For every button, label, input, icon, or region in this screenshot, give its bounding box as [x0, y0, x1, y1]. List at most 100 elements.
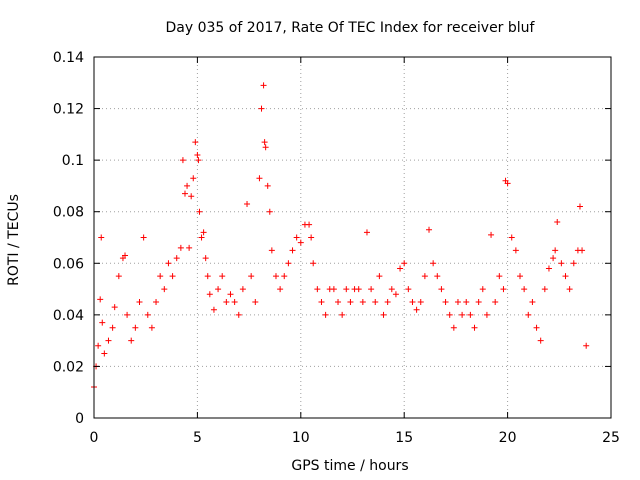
data-point: [545, 265, 552, 272]
data-point: [194, 151, 201, 158]
grid: [94, 57, 611, 418]
data-point: [521, 286, 528, 293]
data-point: [227, 291, 234, 298]
x-axis-ticks: 0 5 10 15 20 25: [90, 57, 620, 446]
data-point: [347, 298, 354, 305]
data-point: [165, 260, 172, 267]
y-tick-label: 0.1: [62, 153, 84, 169]
data-point: [196, 208, 203, 215]
y-axis-label: ROTI / TECUs: [6, 194, 22, 286]
data-point: [496, 273, 503, 280]
data-point: [554, 219, 561, 226]
data-point: [529, 298, 536, 305]
data-point: [417, 298, 424, 305]
x-tick-label: 15: [395, 430, 413, 446]
data-point: [380, 311, 387, 318]
data-point: [128, 337, 135, 344]
data-point: [368, 286, 375, 293]
y-tick-label: 0.06: [53, 256, 84, 272]
data-point: [173, 255, 180, 262]
data-point: [157, 273, 164, 280]
data-point: [122, 252, 129, 259]
data-point: [190, 175, 197, 182]
data-point: [219, 273, 226, 280]
data-point: [471, 324, 478, 331]
data-point: [397, 265, 404, 272]
data-point: [210, 306, 217, 313]
data-point: [363, 229, 370, 236]
data-point: [181, 190, 188, 197]
data-point: [192, 139, 199, 146]
x-tick-label: 5: [193, 430, 202, 446]
data-point: [384, 298, 391, 305]
data-point: [475, 298, 482, 305]
data-point: [430, 260, 437, 267]
data-point: [115, 273, 122, 280]
data-point: [132, 324, 139, 331]
data-point: [184, 182, 191, 189]
data-point: [442, 298, 449, 305]
data-point: [533, 324, 540, 331]
data-point: [413, 306, 420, 313]
data-point: [235, 311, 242, 318]
data-point: [198, 234, 205, 241]
data-point: [308, 234, 315, 241]
data-point: [508, 234, 515, 241]
data-point: [188, 193, 195, 200]
data-point: [200, 229, 207, 236]
data-point: [570, 260, 577, 267]
data-point: [562, 273, 569, 280]
data-point: [99, 319, 106, 326]
data-point: [264, 182, 271, 189]
data-point: [204, 273, 211, 280]
data-point: [355, 286, 362, 293]
x-tick-label: 20: [499, 430, 517, 446]
y-tick-label: 0.04: [53, 308, 84, 324]
data-point: [97, 296, 104, 303]
y-axis-ticks: 0 0.02 0.04 0.06 0.08 0.1 0.12 0.14: [53, 50, 611, 427]
data-point: [289, 247, 296, 254]
data-point: [537, 337, 544, 344]
data-point: [262, 144, 269, 151]
data-point: [409, 298, 416, 305]
data-point: [306, 221, 313, 228]
data-point: [177, 244, 184, 251]
data-point: [500, 286, 507, 293]
data-point: [541, 286, 548, 293]
data-point: [339, 311, 346, 318]
data-point: [223, 298, 230, 305]
data-point: [258, 105, 265, 112]
data-point: [297, 239, 304, 246]
data-point: [202, 255, 209, 262]
data-point: [239, 286, 246, 293]
data-point: [401, 260, 408, 267]
data-point: [512, 247, 519, 254]
data-points: [91, 82, 590, 391]
data-point: [101, 350, 108, 357]
data-point: [244, 200, 251, 207]
chart-title: Day 035 of 2017, Rate Of TEC Index for r…: [166, 20, 536, 36]
data-point: [438, 286, 445, 293]
data-point: [426, 226, 433, 233]
data-point: [285, 260, 292, 267]
data-point: [446, 311, 453, 318]
data-point: [343, 286, 350, 293]
data-point: [504, 180, 511, 187]
data-point: [248, 273, 255, 280]
data-point: [583, 342, 590, 349]
y-tick-label: 0.02: [53, 359, 84, 375]
data-point: [322, 311, 329, 318]
plot-frame: [93, 56, 612, 419]
data-point: [421, 273, 428, 280]
data-point: [459, 311, 466, 318]
data-point: [376, 273, 383, 280]
data-point: [454, 298, 461, 305]
data-point: [272, 273, 279, 280]
y-tick-label: 0: [75, 411, 84, 427]
data-point: [579, 247, 586, 254]
data-point: [109, 324, 116, 331]
plot-border: [93, 56, 612, 419]
data-point: [252, 298, 259, 305]
data-point: [392, 291, 399, 298]
data-point: [492, 298, 499, 305]
